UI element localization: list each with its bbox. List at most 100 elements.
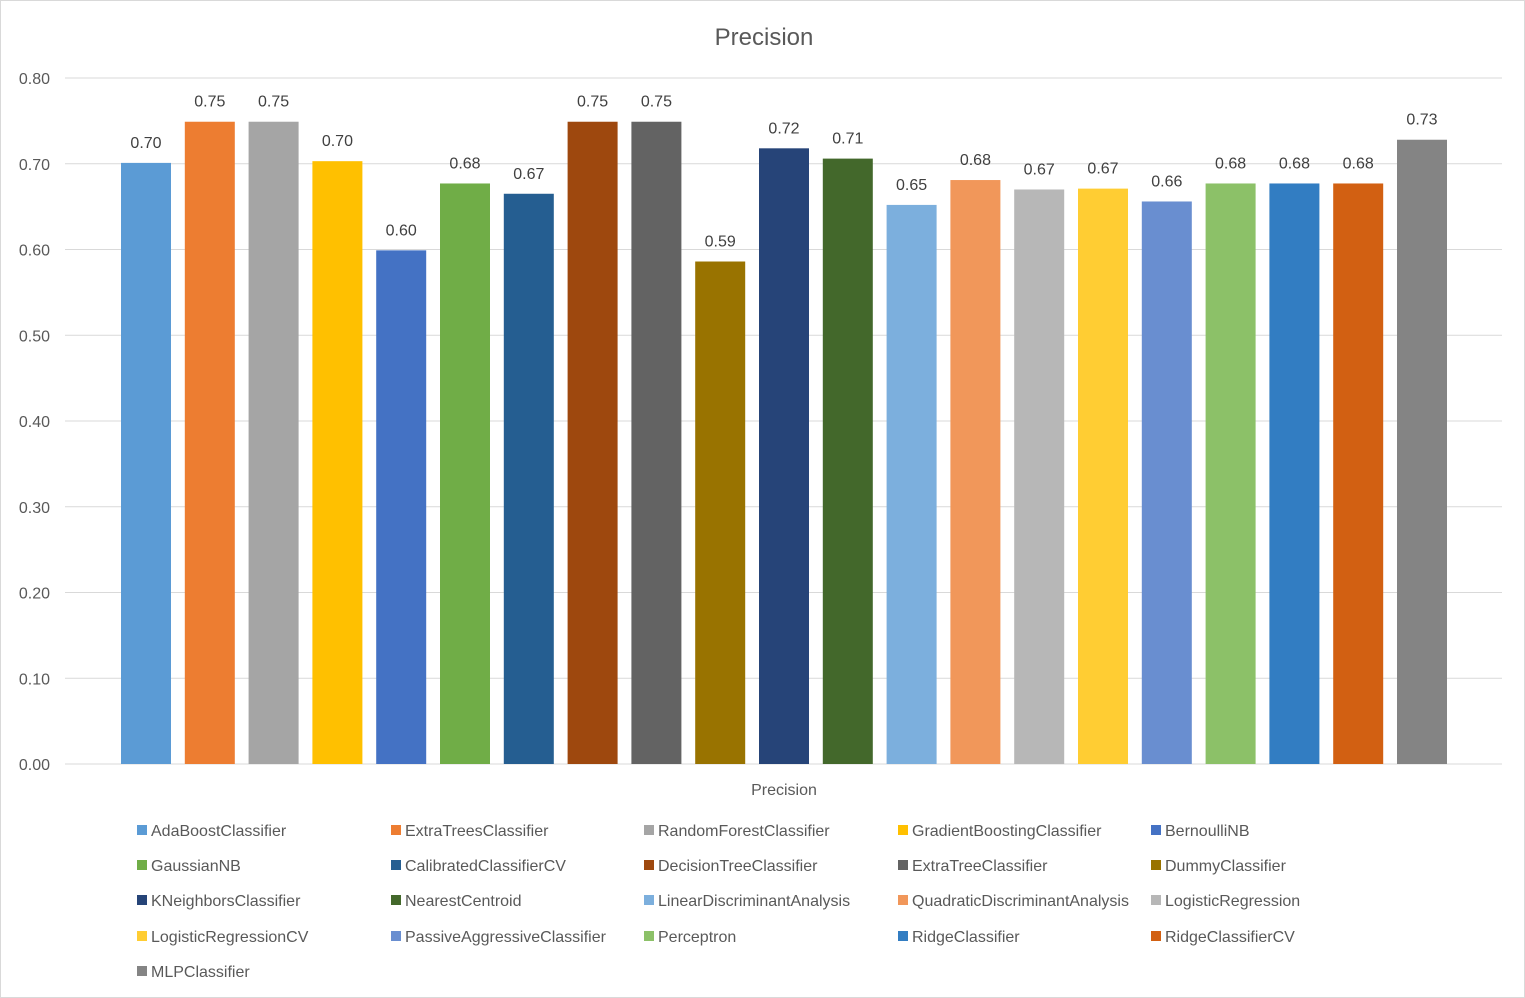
- y-tick-label: 0.10: [19, 671, 50, 688]
- data-label-BernoulliNB: 0.60: [386, 222, 417, 239]
- legend-item-LogisticRegressionCV: LogisticRegressionCV: [137, 929, 309, 946]
- legend-swatch: [137, 966, 147, 976]
- data-label-LogisticRegressionCV: 0.67: [1087, 161, 1118, 178]
- legend-item-CalibratedClassifierCV: CalibratedClassifierCV: [391, 858, 566, 875]
- bar-Perceptron: [1205, 183, 1256, 764]
- legend-item-DummyClassifier: DummyClassifier: [1151, 858, 1287, 875]
- y-tick-label: 0.60: [19, 243, 50, 260]
- legend-label: CalibratedClassifierCV: [405, 858, 566, 875]
- legend-item-RidgeClassifier: RidgeClassifier: [898, 929, 1020, 946]
- legend-label: QuadraticDiscriminantAnalysis: [912, 893, 1129, 910]
- legend-label: LogisticRegression: [1165, 893, 1300, 910]
- legend-label: RidgeClassifierCV: [1165, 929, 1295, 946]
- legend-item-Perceptron: Perceptron: [644, 929, 736, 946]
- data-label-LogisticRegression: 0.67: [1024, 161, 1055, 178]
- y-tick-label: 0.20: [19, 586, 50, 603]
- bar-DecisionTreeClassifier: [567, 121, 618, 765]
- data-label-GradientBoostingClassifier: 0.70: [322, 133, 353, 150]
- legend-swatch: [898, 860, 908, 870]
- legend-swatch: [898, 895, 908, 905]
- bar-PassiveAggressiveClassifier: [1141, 201, 1192, 765]
- legend-swatch: [137, 860, 147, 870]
- legend-item-MLPClassifier: MLPClassifier: [137, 964, 250, 981]
- legend-swatch: [644, 931, 654, 941]
- data-label-DummyClassifier: 0.59: [705, 234, 736, 251]
- data-label-GaussianNB: 0.68: [449, 155, 480, 172]
- y-tick-label: 0.80: [19, 71, 50, 88]
- legend-label: AdaBoostClassifier: [151, 823, 287, 840]
- data-label-Perceptron: 0.68: [1215, 155, 1246, 172]
- y-tick-label: 0.40: [19, 414, 50, 431]
- data-label-CalibratedClassifierCV: 0.67: [513, 166, 544, 183]
- bar-QuadraticDiscriminantAnalysis: [950, 180, 1001, 765]
- bar-ExtraTreeClassifier: [631, 121, 682, 765]
- bar-KNeighborsClassifier: [759, 148, 809, 764]
- y-tick-label: 0.00: [19, 757, 50, 774]
- legend-item-GaussianNB: GaussianNB: [137, 858, 241, 875]
- data-label-MLPClassifier: 0.73: [1406, 112, 1437, 129]
- legend-item-NearestCentroid: NearestCentroid: [391, 893, 522, 910]
- bar-LinearDiscriminantAnalysis: [886, 204, 937, 764]
- data-label-RandomForestClassifier: 0.75: [258, 94, 289, 111]
- legend-swatch: [391, 895, 401, 905]
- bar-DummyClassifier: [695, 261, 746, 764]
- data-label-PassiveAggressiveClassifier: 0.66: [1151, 173, 1182, 190]
- bar-GaussianNB: [440, 183, 490, 764]
- data-labels: 0.70 0.75 0.75 0.70 0.60 0.68 0.67 0.75 0.75 0.59…: [130, 94, 1437, 251]
- legend-swatch: [644, 825, 654, 835]
- legend-swatch: [644, 895, 654, 905]
- bar-ExtraTreesClassifier: [184, 121, 235, 765]
- legend-label: MLPClassifier: [151, 964, 250, 981]
- legend-label: Perceptron: [658, 929, 736, 946]
- data-label-QuadraticDiscriminantAnalysis: 0.68: [960, 152, 991, 169]
- y-tick-label: 0.70: [19, 157, 50, 174]
- legend-swatch: [391, 860, 401, 870]
- legend-label: DecisionTreeClassifier: [658, 858, 818, 875]
- legend-label: RidgeClassifier: [912, 929, 1020, 946]
- legend-swatch: [391, 825, 401, 835]
- legend-item-PassiveAggressiveClassifier: PassiveAggressiveClassifier: [391, 929, 607, 946]
- legend-item-KNeighborsClassifier: KNeighborsClassifier: [137, 893, 301, 910]
- data-label-KNeighborsClassifier: 0.72: [768, 120, 799, 137]
- data-label-ExtraTreeClassifier: 0.75: [641, 94, 672, 111]
- legend-item-QuadraticDiscriminantAnalysis: QuadraticDiscriminantAnalysis: [898, 893, 1129, 910]
- bar-AdaBoostClassifier: [121, 162, 171, 764]
- bar-MLPClassifier: [1397, 139, 1447, 765]
- bar-RidgeClassifierCV: [1333, 183, 1384, 764]
- legend-label: ExtraTreeClassifier: [912, 858, 1048, 875]
- legend-item-LinearDiscriminantAnalysis: LinearDiscriminantAnalysis: [644, 893, 850, 910]
- legend-swatch: [391, 931, 401, 941]
- data-label-DecisionTreeClassifier: 0.75: [577, 94, 608, 111]
- legend-item-ExtraTreesClassifier: ExtraTreesClassifier: [391, 823, 549, 840]
- bars: [121, 121, 1447, 765]
- legend-swatch: [1151, 895, 1161, 905]
- data-label-NearestCentroid: 0.71: [832, 131, 863, 148]
- bar-BernoulliNB: [376, 250, 427, 765]
- x-category-label: Precision: [751, 782, 817, 799]
- bar-RandomForestClassifier: [248, 121, 299, 765]
- legend: AdaBoostClassifier ExtraTreesClassifier Ra…: [137, 823, 1300, 981]
- legend-item-AdaBoostClassifier: AdaBoostClassifier: [137, 823, 287, 840]
- legend-label: GradientBoostingClassifier: [912, 823, 1102, 840]
- legend-label: ExtraTreesClassifier: [405, 823, 549, 840]
- legend-swatch: [1151, 860, 1161, 870]
- legend-label: GaussianNB: [151, 858, 241, 875]
- legend-label: PassiveAggressiveClassifier: [405, 929, 607, 946]
- legend-item-LogisticRegression: LogisticRegression: [1151, 893, 1300, 910]
- legend-label: LinearDiscriminantAnalysis: [658, 893, 850, 910]
- y-axis: 0.00 0.10 0.20 0.30 0.40 0.50 0.60 0.70 0.80: [19, 71, 50, 774]
- data-label-AdaBoostClassifier: 0.70: [130, 135, 161, 152]
- legend-swatch: [644, 860, 654, 870]
- legend-item-GradientBoostingClassifier: GradientBoostingClassifier: [898, 823, 1102, 840]
- legend-label: KNeighborsClassifier: [151, 893, 301, 910]
- data-label-RidgeClassifierCV: 0.68: [1343, 155, 1374, 172]
- y-tick-label: 0.50: [19, 328, 50, 345]
- legend-swatch: [137, 931, 147, 941]
- legend-item-RidgeClassifierCV: RidgeClassifierCV: [1151, 929, 1295, 946]
- bar-LogisticRegression: [1014, 189, 1065, 765]
- data-label-LinearDiscriminantAnalysis: 0.65: [896, 177, 927, 194]
- legend-label: DummyClassifier: [1165, 858, 1287, 875]
- legend-item-DecisionTreeClassifier: DecisionTreeClassifier: [644, 858, 818, 875]
- legend-swatch: [898, 931, 908, 941]
